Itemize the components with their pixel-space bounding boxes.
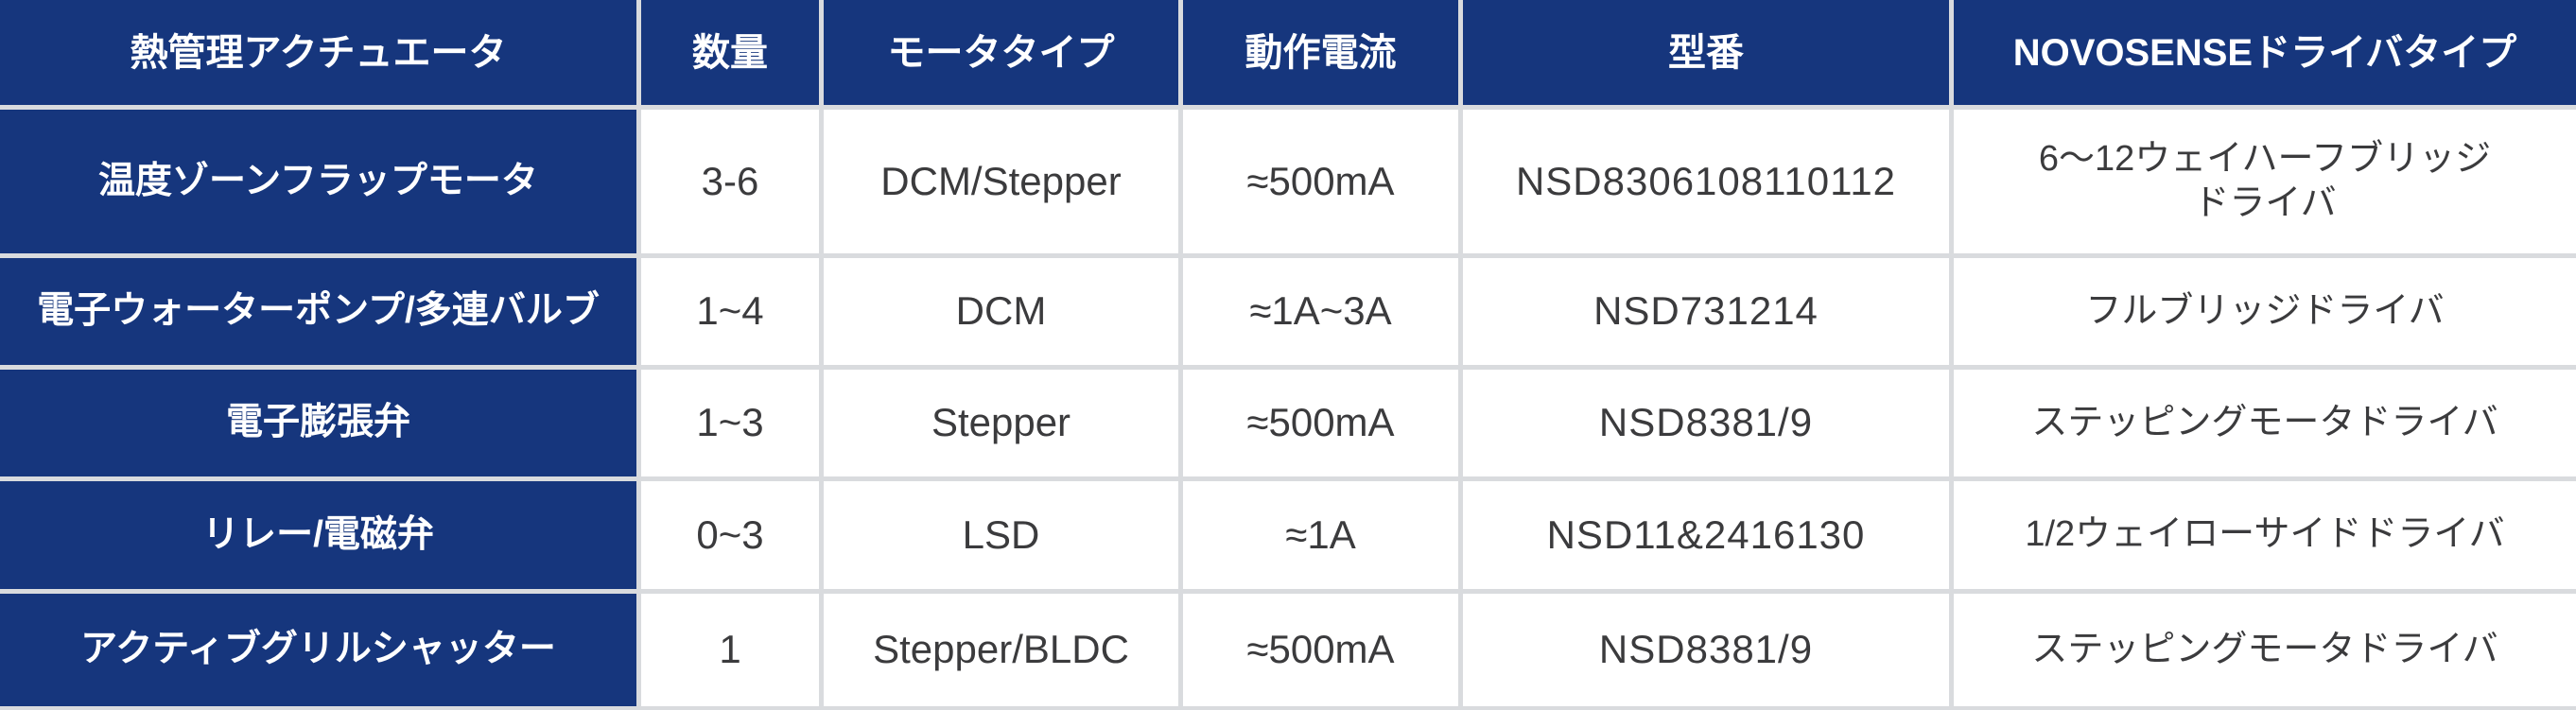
cell-motor-type: DCM/Stepper: [824, 110, 1178, 253]
cell-motor-type: Stepper: [824, 370, 1178, 476]
cell-quantity: 0~3: [641, 481, 819, 589]
cell-operating-current: ≈1A~3A: [1183, 258, 1458, 365]
cell-driver-type: フルブリッジドライバ: [1954, 258, 2576, 365]
cell-part-number: NSD8306108110112: [1463, 110, 1949, 253]
header-cell-actuator: 熱管理アクチュエータ: [0, 0, 636, 105]
row-label-expansion-valve: 電子膨張弁: [0, 370, 636, 476]
cell-driver-type: ステッピングモータドライバ: [1954, 370, 2576, 476]
cell-motor-type: DCM: [824, 258, 1178, 365]
cell-motor-type: LSD: [824, 481, 1178, 589]
cell-motor-type: Stepper/BLDC: [824, 594, 1178, 706]
cell-part-number: NSD11&2416130: [1463, 481, 1949, 589]
cell-operating-current: ≈500mA: [1183, 370, 1458, 476]
cell-quantity: 3-6: [641, 110, 819, 253]
cell-quantity: 1~3: [641, 370, 819, 476]
cell-driver-type: 1/2ウェイローサイドドライバ: [1954, 481, 2576, 589]
header-cell-motor-type: モータタイプ: [824, 0, 1178, 105]
header-cell-part-number: 型番: [1463, 0, 1949, 105]
cell-part-number: NSD731214: [1463, 258, 1949, 365]
cell-quantity: 1~4: [641, 258, 819, 365]
cell-part-number: NSD8381/9: [1463, 370, 1949, 476]
row-label-temp-zone-flap-motor: 温度ゾーンフラップモータ: [0, 110, 636, 253]
cell-operating-current: ≈500mA: [1183, 594, 1458, 706]
row-label-relay-solenoid: リレー/電磁弁: [0, 481, 636, 589]
row-label-water-pump-valve: 電子ウォーターポンプ/多連バルブ: [0, 258, 636, 365]
header-cell-quantity: 数量: [641, 0, 819, 105]
cell-operating-current: ≈500mA: [1183, 110, 1458, 253]
cell-operating-current: ≈1A: [1183, 481, 1458, 589]
cell-driver-type: 6～12ウェイハーフブリッジ ドライバ: [1954, 110, 2576, 253]
header-cell-driver-type: NOVOSENSEドライバタイプ: [1954, 0, 2576, 105]
cell-quantity: 1: [641, 594, 819, 706]
header-cell-operating-current: 動作電流: [1183, 0, 1458, 105]
cell-part-number: NSD8381/9: [1463, 594, 1949, 706]
row-label-active-grille-shutter: アクティブグリルシャッター: [0, 594, 636, 706]
cell-driver-type: ステッピングモータドライバ: [1954, 594, 2576, 706]
